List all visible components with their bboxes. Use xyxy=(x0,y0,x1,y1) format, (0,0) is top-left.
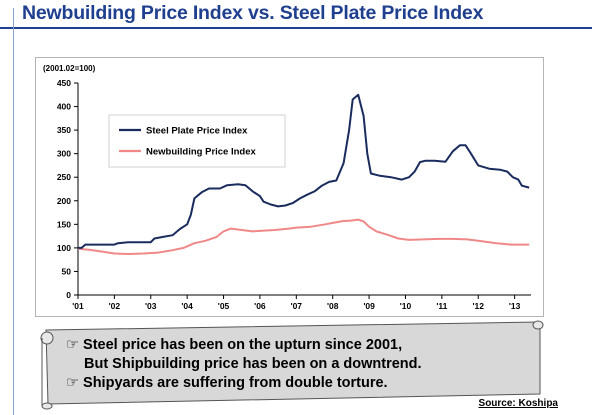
y-tick-label: 350 xyxy=(57,125,71,135)
x-tick-label: '13 xyxy=(509,301,521,311)
title-underline xyxy=(0,27,592,29)
y-tick-label: 400 xyxy=(57,102,71,112)
banner-line-2: But Shipbuilding price has been on a dow… xyxy=(84,356,422,372)
x-tick-label: '08 xyxy=(327,301,339,311)
y-tick-label: 50 xyxy=(62,266,72,276)
source-note: Source: Koshipa xyxy=(478,398,558,409)
legend-label-newbuilding: Newbuilding Price Index xyxy=(146,147,257,158)
x-tick-label: '05 xyxy=(218,301,230,311)
scroll-shape xyxy=(40,320,544,410)
y-tick-label: 100 xyxy=(57,243,71,253)
y-tick-label: 200 xyxy=(57,196,71,206)
series-line-newbuilding xyxy=(77,218,530,255)
line-chart: (2001.02=100) 0 50 100 150 200 250 300 350 400 45… xyxy=(43,64,531,311)
chart-series xyxy=(77,93,530,255)
takeaway-banner: ☞ Steel price has been on the upturn sin… xyxy=(38,318,546,412)
left-margin-line xyxy=(13,8,14,415)
y-tick-label: 250 xyxy=(57,172,71,182)
x-tick-label: '06 xyxy=(254,301,266,311)
legend-label-steel: Steel Plate Price Index xyxy=(146,126,248,137)
x-tick-label: '02 xyxy=(109,301,121,311)
banner-text: ☞ Steel price has been on the upturn sin… xyxy=(66,336,422,393)
banner-line-1: ☞ Steel price has been on the upturn sin… xyxy=(66,337,403,353)
unit-label: (2001.02=100) xyxy=(43,64,96,73)
x-tick-label: '12 xyxy=(472,301,484,311)
x-tick-label: '07 xyxy=(291,301,303,311)
x-tick-label: '03 xyxy=(145,301,157,311)
chart-frame: (2001.02=100) 0 50 100 150 200 250 300 350 400 45… xyxy=(35,57,544,317)
x-tick-label: '09 xyxy=(363,301,375,311)
y-tick-label: 150 xyxy=(57,219,71,229)
y-tick-label: 300 xyxy=(57,149,71,159)
x-tick-label: '04 xyxy=(181,301,193,311)
x-tick-label: '11 xyxy=(436,301,447,311)
x-tick-label: '01 xyxy=(72,301,84,311)
y-tick-label: 450 xyxy=(57,78,71,88)
chart-legend: Steel Plate Price Index Newbuilding Pric… xyxy=(108,114,286,168)
page-title: Newbuilding Price Index vs. Steel Plate … xyxy=(22,2,484,24)
y-tick-label: 0 xyxy=(66,290,71,300)
chart-axes: 0 50 100 150 200 250 300 350 400 450 '01 '02 '03 '04 '… xyxy=(57,78,531,311)
banner-line-3: ☞ Shipyards are suffering from double to… xyxy=(66,375,388,391)
legend-box xyxy=(108,114,286,168)
series-line-steel xyxy=(78,93,530,249)
x-tick-label: '10 xyxy=(400,301,412,311)
